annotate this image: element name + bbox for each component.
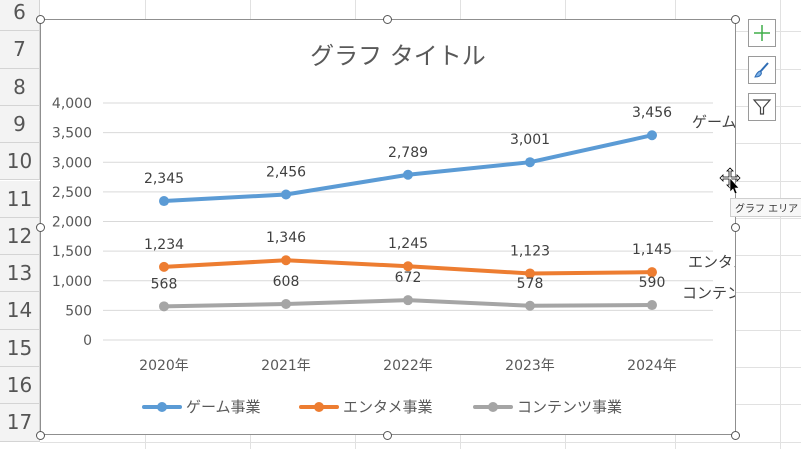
row-gridline: [40, 441, 801, 443]
legend-marker: [314, 402, 324, 412]
chart-area-tooltip: グラフ エリア: [730, 198, 801, 217]
resize-handle-top-left[interactable]: [36, 15, 45, 24]
y-tick-label: 1,000: [52, 274, 92, 290]
line-chart: グラフ タイトル 0 500 1,000 1,500 2,000 2,500 3,000 3,5…: [52, 42, 735, 416]
data-label: 672: [395, 270, 422, 286]
data-point: [647, 300, 657, 311]
data-label: 2,456: [266, 164, 306, 180]
data-label: 2,789: [388, 145, 428, 161]
data-label: 2,345: [144, 171, 184, 187]
data-label: 1,123: [510, 243, 550, 259]
row-header[interactable]: 13: [0, 255, 40, 293]
resize-handle-bottom-left[interactable]: [36, 431, 45, 440]
y-tick-label: 2,000: [52, 215, 92, 231]
data-point: [647, 130, 657, 141]
data-point: [159, 261, 169, 272]
y-tick-label: 3,500: [52, 126, 92, 142]
data-label: 1,234: [144, 237, 184, 253]
data-point: [525, 268, 535, 279]
x-tick-label: 2021年: [261, 358, 311, 374]
row-header[interactable]: 12: [0, 217, 40, 256]
series-name-label: コンテンツ事業: [682, 284, 735, 302]
row-header[interactable]: 8: [0, 68, 40, 106]
filter-icon: [752, 99, 772, 115]
row-header[interactable]: 11: [0, 180, 40, 218]
series-name-label: エンタメ事業: [688, 253, 735, 271]
brush-icon: [754, 62, 769, 78]
row-header[interactable]: 6: [0, 0, 40, 32]
data-point: [281, 255, 291, 266]
data-point: [525, 300, 535, 311]
resize-handle-middle-left[interactable]: [36, 223, 45, 232]
data-point: [403, 295, 413, 306]
row-header[interactable]: 15: [0, 329, 40, 367]
legend-marker: [157, 402, 167, 412]
chart-area[interactable]: グラフ タイトル 0 500 1,000 1,500 2,000 2,500 3,000 3,5…: [40, 19, 736, 435]
legend-label: エンタメ事業: [343, 398, 433, 416]
row-header[interactable]: 7: [0, 31, 40, 69]
data-label: 608: [273, 274, 300, 290]
y-tick-label: 2,500: [52, 185, 92, 201]
legend-label: コンテンツ事業: [517, 398, 622, 416]
row-header[interactable]: 17: [0, 404, 40, 442]
data-point: [281, 298, 291, 309]
y-tick-label: 3,000: [52, 155, 92, 171]
resize-handle-bottom-center[interactable]: [383, 431, 392, 440]
data-label: 1,245: [388, 236, 428, 252]
move-cursor-icon: [719, 167, 741, 195]
row-header[interactable]: 10: [0, 143, 40, 181]
resize-handle-top-right[interactable]: [731, 15, 740, 24]
resize-handle-top-center[interactable]: [383, 15, 392, 24]
column-gridline: [780, 0, 781, 449]
legend-marker: [488, 402, 498, 412]
data-point: [159, 196, 169, 207]
chart-elements-button[interactable]: [748, 19, 776, 47]
resize-handle-middle-right[interactable]: [731, 223, 740, 232]
data-label: 568: [151, 276, 178, 292]
data-label: 1,145: [632, 242, 672, 258]
y-tick-label: 1,500: [52, 244, 92, 260]
data-point: [525, 157, 535, 168]
data-label: 3,001: [510, 132, 550, 148]
data-point: [647, 267, 657, 278]
data-label: 590: [639, 275, 666, 291]
chart-styles-button[interactable]: [748, 56, 776, 84]
data-label: 3,456: [632, 105, 672, 121]
x-tick-label: 2024年: [627, 358, 677, 374]
x-tick-label: 2020年: [139, 358, 189, 374]
y-tick-label: 4,000: [52, 96, 92, 112]
row-header[interactable]: 14: [0, 292, 40, 330]
chart-title: グラフ タイトル: [310, 42, 486, 70]
data-label: 578: [517, 276, 544, 292]
data-label: 1,346: [266, 230, 306, 246]
row-header[interactable]: 9: [0, 105, 40, 144]
data-point: [281, 189, 291, 200]
data-point: [403, 169, 413, 180]
resize-handle-bottom-right[interactable]: [731, 431, 740, 440]
data-point: [159, 301, 169, 312]
plus-icon: [754, 25, 770, 41]
y-tick-label: 500: [65, 303, 92, 319]
row-header[interactable]: 16: [0, 367, 40, 405]
chart-filters-button[interactable]: [748, 93, 776, 121]
series-name-label: ゲーム事業: [692, 113, 735, 131]
data-point: [403, 261, 413, 272]
x-tick-label: 2023年: [505, 358, 555, 374]
y-tick-label: 0: [83, 333, 92, 349]
x-tick-label: 2022年: [383, 358, 433, 374]
legend-label: ゲーム事業: [186, 398, 261, 416]
